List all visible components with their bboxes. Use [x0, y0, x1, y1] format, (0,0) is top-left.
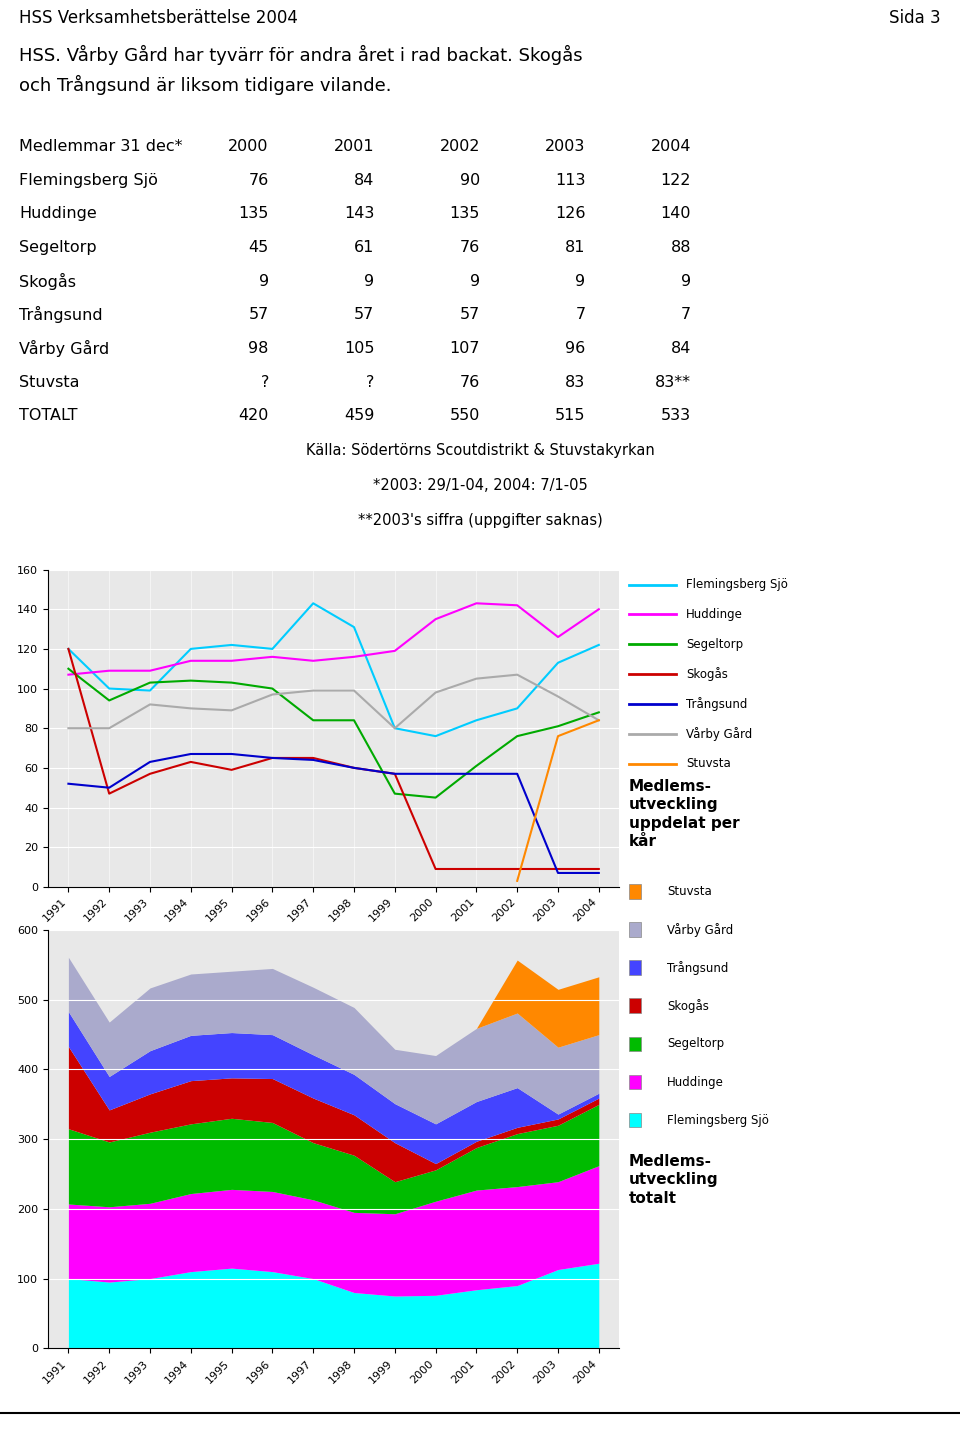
Text: 113: 113 [555, 173, 586, 187]
Text: Trångsund: Trångsund [19, 306, 103, 323]
Text: **2003's siffra (uppgifter saknas): **2003's siffra (uppgifter saknas) [358, 512, 602, 528]
Text: HSS. Vårby Gård har tyvärr för andra året i rad backat. Skogås
och Trångsund är : HSS. Vårby Gård har tyvärr för andra åre… [19, 45, 583, 95]
Text: Segeltorp: Segeltorp [667, 1037, 724, 1050]
Text: 83: 83 [565, 375, 586, 389]
Text: Huddinge: Huddinge [685, 609, 743, 622]
Text: 2003: 2003 [545, 138, 586, 154]
Text: 135: 135 [238, 206, 269, 222]
Text: 126: 126 [555, 206, 586, 222]
Text: Stuvsta: Stuvsta [19, 375, 80, 389]
Text: 57: 57 [249, 307, 269, 323]
Bar [629, 960, 641, 975]
Text: Medlems-
utveckling
uppdelat per
kår: Medlems- utveckling uppdelat per kår [629, 779, 739, 849]
Text: ?: ? [366, 375, 374, 389]
Text: 57: 57 [354, 307, 374, 323]
Text: Stuvsta: Stuvsta [685, 757, 731, 770]
Text: 76: 76 [249, 173, 269, 187]
Text: 2002: 2002 [440, 138, 480, 154]
Text: 88: 88 [671, 239, 691, 255]
Text: 9: 9 [681, 274, 691, 288]
Text: 515: 515 [555, 408, 586, 424]
Bar [629, 1074, 641, 1089]
Bar [629, 884, 641, 898]
Text: 9: 9 [575, 274, 586, 288]
Text: HSS Verksamhetsberättelse 2004: HSS Verksamhetsberättelse 2004 [19, 9, 298, 27]
Text: Segeltorp: Segeltorp [19, 239, 97, 255]
Text: 61: 61 [354, 239, 374, 255]
Text: Trångsund: Trångsund [685, 696, 747, 711]
Text: Sida 3: Sida 3 [889, 9, 941, 27]
Text: 2000: 2000 [228, 138, 269, 154]
Text: Huddinge: Huddinge [667, 1076, 724, 1089]
Text: 2001: 2001 [334, 138, 374, 154]
Text: Vårby Gård: Vårby Gård [667, 923, 733, 936]
Text: ?: ? [260, 375, 269, 389]
Text: 2004: 2004 [651, 138, 691, 154]
Text: Huddinge: Huddinge [19, 206, 97, 222]
Text: 96: 96 [565, 340, 586, 356]
Text: 7: 7 [575, 307, 586, 323]
Text: Stuvsta: Stuvsta [667, 885, 711, 898]
Text: 81: 81 [565, 239, 586, 255]
Text: Vårby Gård: Vårby Gård [685, 727, 752, 741]
Text: 98: 98 [249, 340, 269, 356]
Text: Trångsund: Trångsund [667, 960, 729, 975]
Text: Flemingsberg Sjö: Flemingsberg Sjö [685, 578, 788, 591]
Text: 9: 9 [469, 274, 480, 288]
Text: 135: 135 [449, 206, 480, 222]
Text: 7: 7 [681, 307, 691, 323]
Text: 45: 45 [249, 239, 269, 255]
Text: Källa: Södertörns Scoutdistrikt & Stuvstakyrkan: Källa: Södertörns Scoutdistrikt & Stuvst… [305, 444, 655, 459]
Text: Segeltorp: Segeltorp [685, 637, 743, 650]
Text: Skogås: Skogås [667, 999, 708, 1012]
Text: 459: 459 [344, 408, 374, 424]
Text: 143: 143 [344, 206, 374, 222]
Text: Vårby Gård: Vårby Gård [19, 340, 109, 358]
Text: Flemingsberg Sjö: Flemingsberg Sjö [667, 1113, 769, 1126]
Text: TOTALT: TOTALT [19, 408, 78, 424]
Text: 84: 84 [354, 173, 374, 187]
Text: 9: 9 [364, 274, 374, 288]
Text: Skogås: Skogås [19, 273, 76, 290]
Bar [629, 1113, 641, 1128]
Text: 122: 122 [660, 173, 691, 187]
Text: 83**: 83** [655, 375, 691, 389]
Text: 76: 76 [460, 239, 480, 255]
Bar [629, 1037, 641, 1051]
Text: 550: 550 [449, 408, 480, 424]
Text: 57: 57 [460, 307, 480, 323]
Text: 533: 533 [661, 408, 691, 424]
Text: 105: 105 [344, 340, 374, 356]
Text: 9: 9 [258, 274, 269, 288]
Text: Skogås: Skogås [685, 668, 728, 681]
Text: 90: 90 [460, 173, 480, 187]
Bar [629, 923, 641, 937]
Text: 420: 420 [238, 408, 269, 424]
Text: Medlems-
utveckling
totalt: Medlems- utveckling totalt [629, 1154, 718, 1206]
Text: 76: 76 [460, 375, 480, 389]
Text: 84: 84 [671, 340, 691, 356]
Text: 140: 140 [660, 206, 691, 222]
Text: *2003: 29/1-04, 2004: 7/1-05: *2003: 29/1-04, 2004: 7/1-05 [372, 479, 588, 493]
Text: Flemingsberg Sjö: Flemingsberg Sjö [19, 173, 158, 187]
Text: Medlemmar 31 dec*: Medlemmar 31 dec* [19, 138, 182, 154]
Bar [629, 998, 641, 1014]
Text: 107: 107 [449, 340, 480, 356]
